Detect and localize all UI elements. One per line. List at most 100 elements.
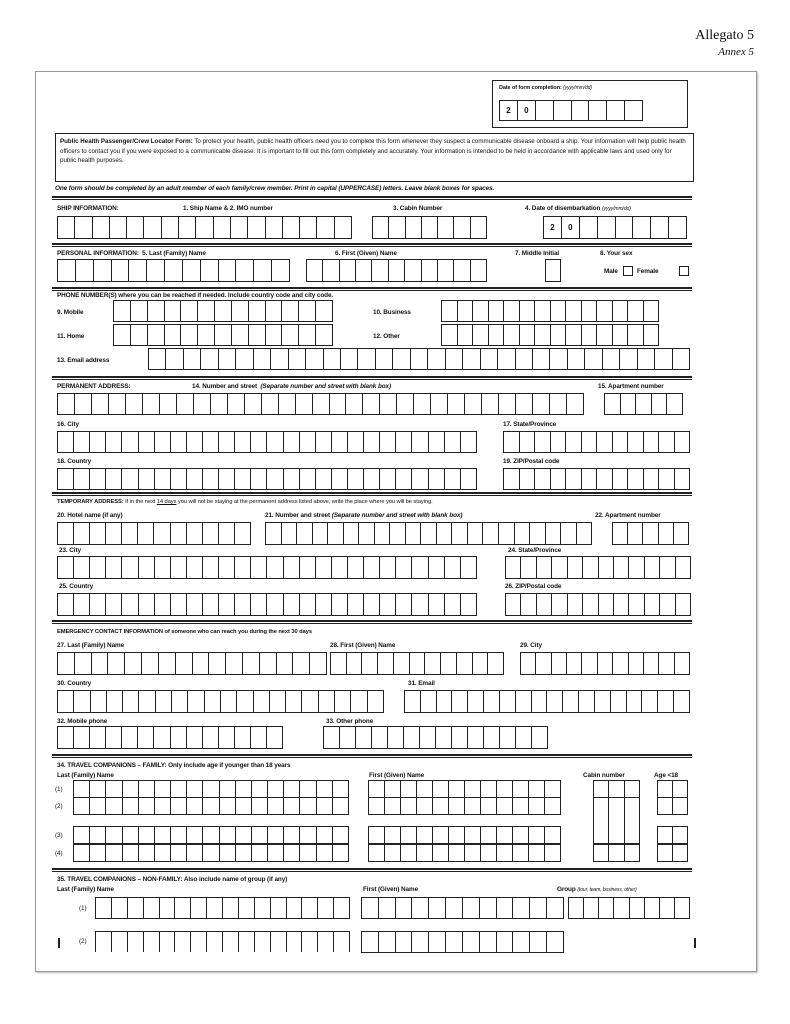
char-box[interactable] [659, 653, 675, 674]
char-box[interactable] [489, 325, 504, 345]
char-box[interactable] [262, 394, 279, 414]
char-box[interactable] [446, 349, 464, 369]
char-box[interactable] [597, 325, 613, 345]
char-box[interactable] [599, 594, 614, 615]
temp-city-input[interactable] [57, 556, 477, 579]
char-box[interactable] [219, 594, 236, 615]
char-box[interactable] [599, 557, 614, 578]
char-box[interactable] [122, 557, 139, 578]
char-box[interactable] [287, 932, 303, 952]
char-box[interactable] [252, 781, 269, 797]
char-box[interactable] [380, 432, 397, 452]
char-box[interactable] [452, 691, 469, 712]
char-box[interactable] [300, 781, 317, 797]
char-box[interactable] [362, 898, 379, 918]
char-box[interactable] [422, 260, 438, 281]
char-box[interactable] [468, 727, 484, 748]
char-box[interactable] [106, 557, 123, 578]
char-box[interactable] [380, 469, 397, 489]
char-box[interactable] [348, 557, 365, 578]
char-box[interactable] [302, 691, 319, 712]
char-box[interactable] [187, 523, 203, 544]
char-box[interactable] [316, 594, 332, 615]
char-box[interactable] [302, 932, 319, 952]
char-box[interactable] [625, 845, 639, 861]
char-box[interactable] [551, 301, 566, 321]
char-box[interactable] [187, 798, 204, 814]
char-box[interactable] [372, 260, 389, 281]
char-box[interactable] [203, 845, 220, 861]
char-box[interactable] [282, 325, 300, 345]
char-box[interactable] [536, 101, 554, 120]
char-box[interactable] [644, 432, 659, 452]
char-box[interactable] [454, 260, 471, 281]
char-box[interactable] [645, 594, 661, 615]
char-box[interactable] [582, 469, 597, 489]
char-box[interactable] [198, 301, 216, 321]
char-box[interactable] [239, 898, 255, 918]
char-box[interactable] [471, 260, 486, 281]
char-box[interactable] [481, 781, 497, 797]
char-box[interactable] [271, 349, 289, 369]
temp-apt-input[interactable] [612, 522, 689, 545]
char-box[interactable] [316, 325, 332, 345]
char-box[interactable] [605, 394, 621, 414]
char-box[interactable] [139, 798, 155, 814]
char-box[interactable] [284, 827, 301, 843]
char-box[interactable] [112, 260, 130, 281]
char-box[interactable] [171, 727, 187, 748]
char-box[interactable] [139, 469, 155, 489]
char-box[interactable] [235, 432, 252, 452]
char-box[interactable] [552, 557, 568, 578]
char-box[interactable] [205, 691, 221, 712]
nonfamily-2-first-input[interactable] [361, 931, 564, 953]
char-box[interactable] [394, 653, 410, 674]
char-box[interactable] [389, 217, 406, 238]
char-box[interactable] [547, 932, 563, 952]
char-box[interactable] [521, 653, 537, 674]
char-box[interactable] [461, 594, 476, 615]
char-box[interactable] [154, 727, 171, 748]
char-box[interactable] [436, 727, 452, 748]
char-box[interactable] [74, 827, 91, 843]
char-box[interactable] [126, 394, 143, 414]
char-box[interactable] [155, 845, 172, 861]
char-box[interactable] [390, 523, 406, 544]
char-box[interactable] [251, 727, 268, 748]
char-box[interactable] [380, 557, 397, 578]
char-box[interactable] [433, 845, 449, 861]
char-box[interactable] [428, 349, 446, 369]
char-box[interactable] [91, 691, 107, 712]
char-box[interactable] [335, 217, 351, 238]
char-box[interactable] [58, 727, 75, 748]
char-box[interactable] [411, 349, 429, 369]
char-box[interactable] [529, 827, 545, 843]
char-box[interactable] [287, 898, 303, 918]
char-box[interactable] [333, 827, 348, 843]
char-box[interactable] [90, 523, 107, 544]
char-box[interactable] [461, 469, 476, 489]
char-box[interactable] [214, 217, 231, 238]
char-box[interactable] [131, 301, 148, 321]
char-box[interactable] [597, 432, 613, 452]
char-box[interactable] [597, 301, 613, 321]
char-box[interactable] [513, 781, 529, 797]
char-box[interactable] [417, 781, 433, 797]
char-box[interactable] [598, 653, 614, 674]
char-box[interactable] [396, 932, 413, 952]
char-box[interactable] [362, 653, 379, 674]
char-box[interactable] [536, 653, 552, 674]
char-box[interactable] [449, 827, 465, 843]
char-box[interactable] [267, 557, 284, 578]
char-box[interactable] [369, 781, 385, 797]
char-box[interactable] [112, 898, 128, 918]
char-box[interactable] [667, 394, 682, 414]
char-box[interactable] [625, 798, 639, 843]
char-box[interactable] [148, 325, 165, 345]
char-box[interactable] [414, 394, 432, 414]
family-4-cabin-input[interactable] [593, 844, 640, 862]
char-box[interactable] [129, 260, 148, 281]
char-box[interactable] [297, 523, 313, 544]
char-box[interactable] [628, 325, 644, 345]
char-box[interactable] [203, 557, 220, 578]
